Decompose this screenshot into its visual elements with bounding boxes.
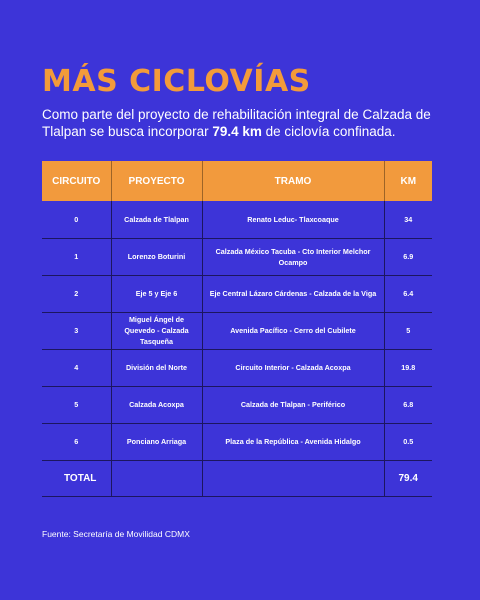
cell-proyecto: Lorenzo Boturini xyxy=(110,238,202,276)
cell-tramo: Renato Leduc- Tlaxcoaque xyxy=(201,201,384,239)
total-empty-cell xyxy=(110,460,202,497)
cell-circuito: 1 xyxy=(42,238,111,276)
table-row: 3 Miguel Ángel de Quevedo - Calzada Tasq… xyxy=(42,312,432,350)
cell-km: 0.5 xyxy=(383,423,432,461)
cell-km: 19.8 xyxy=(383,349,432,387)
page-title: MÁS CICLOVÍAS xyxy=(42,64,311,99)
total-empty-cell xyxy=(201,460,384,497)
cell-proyecto: Miguel Ángel de Quevedo - Calzada Tasque… xyxy=(110,312,202,350)
cell-circuito: 3 xyxy=(42,312,111,350)
table-row: 2 Eje 5 y Eje 6 Eje Central Lázaro Cárde… xyxy=(42,275,432,313)
table-header-row: CIRCUITO PROYECTO TRAMO KM xyxy=(42,161,432,201)
cell-tramo: Eje Central Lázaro Cárdenas - Calzada de… xyxy=(201,275,384,313)
intro-paragraph: Como parte del proyecto de rehabilitació… xyxy=(42,106,442,140)
cell-km: 6.4 xyxy=(383,275,432,313)
intro-text-end: de ciclovía confinada. xyxy=(261,124,396,139)
table-row: 0 Calzada de Tlalpan Renato Leduc- Tlaxc… xyxy=(42,201,432,239)
cell-proyecto: Calzada de Tlalpan xyxy=(110,201,202,239)
cell-proyecto: Ponciano Arriaga xyxy=(110,423,202,461)
cell-tramo: Circuito Interior - Calzada Acoxpa xyxy=(201,349,384,387)
cell-km: 34 xyxy=(383,201,432,239)
total-km: 79.4 xyxy=(383,460,432,497)
intro-highlight: 79.4 km xyxy=(212,124,262,139)
cell-circuito: 6 xyxy=(42,423,111,461)
table-row: 6 Ponciano Arriaga Plaza de la República… xyxy=(42,423,432,461)
cell-tramo: Calzada de Tlalpan - Periférico xyxy=(201,386,384,424)
table-row: 5 Calzada Acoxpa Calzada de Tlalpan - Pe… xyxy=(42,386,432,424)
cell-circuito: 0 xyxy=(42,201,111,239)
bike-lanes-table: CIRCUITO PROYECTO TRAMO KM 0 Calzada de … xyxy=(42,161,432,497)
cell-circuito: 2 xyxy=(42,275,111,313)
cell-proyecto: División del Norte xyxy=(110,349,202,387)
cell-tramo: Avenida Pacífico - Cerro del Cubilete xyxy=(201,312,384,350)
table-row: 4 División del Norte Circuito Interior -… xyxy=(42,349,432,387)
total-label: TOTAL xyxy=(42,460,111,497)
header-km: KM xyxy=(383,161,432,201)
header-circuito: CIRCUITO xyxy=(42,161,111,201)
cell-tramo: Calzada México Tacuba - Cto Interior Mel… xyxy=(201,238,384,276)
cell-circuito: 5 xyxy=(42,386,111,424)
cell-proyecto: Eje 5 y Eje 6 xyxy=(110,275,202,313)
cell-km: 5 xyxy=(383,312,432,350)
source-note: Fuente: Secretaría de Movilidad CDMX xyxy=(42,529,190,539)
header-tramo: TRAMO xyxy=(201,161,384,201)
header-proyecto: PROYECTO xyxy=(110,161,202,201)
cell-proyecto: Calzada Acoxpa xyxy=(110,386,202,424)
intro-text-start: Como parte del proyecto de rehabilitació… xyxy=(42,107,431,139)
cell-km: 6.8 xyxy=(383,386,432,424)
table-row: 1 Lorenzo Boturini Calzada México Tacuba… xyxy=(42,238,432,276)
table-total-row: TOTAL 79.4 xyxy=(42,460,432,497)
cell-tramo: Plaza de la República - Avenida Hidalgo xyxy=(201,423,384,461)
cell-circuito: 4 xyxy=(42,349,111,387)
cell-km: 6.9 xyxy=(383,238,432,276)
